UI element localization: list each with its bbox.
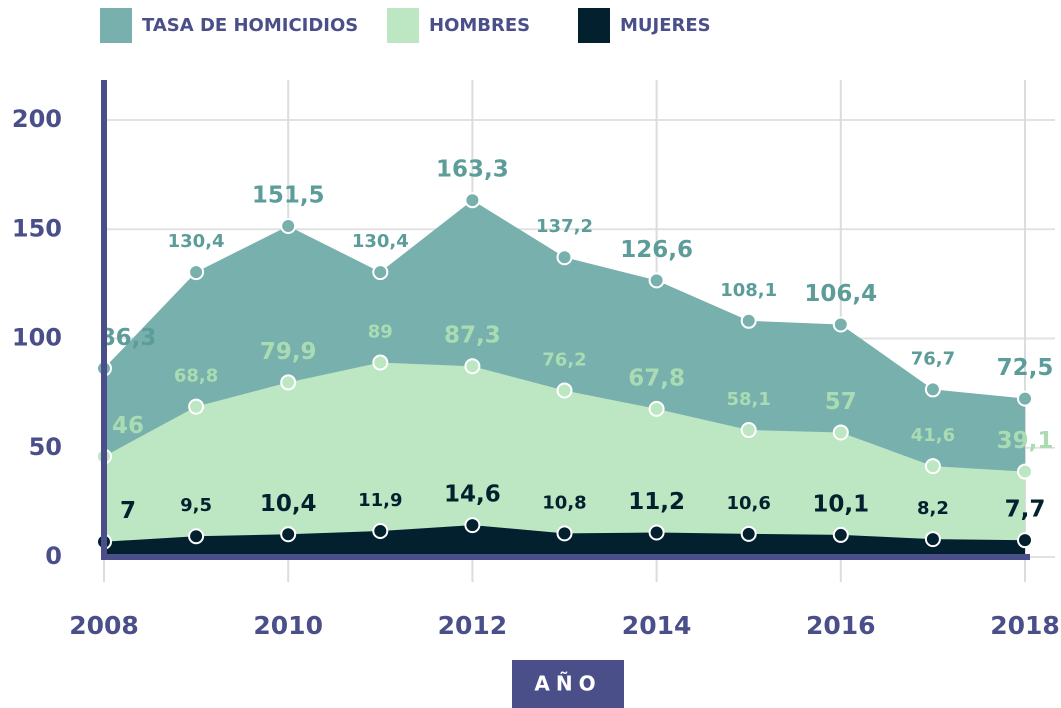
value-label: 108,1	[720, 280, 777, 301]
value-label: 14,6	[444, 482, 501, 508]
value-label: 10,6	[726, 493, 770, 514]
point	[740, 525, 757, 542]
point	[464, 192, 481, 209]
x-axis-label: AÑO	[534, 672, 601, 696]
value-label: 130,4	[352, 231, 409, 252]
value-label: 76,2	[542, 350, 586, 371]
point	[556, 382, 573, 399]
legend-label: HOMBRES	[429, 15, 530, 36]
value-label: 39,1	[997, 428, 1054, 454]
legend-swatch	[387, 8, 419, 43]
point	[1017, 463, 1033, 480]
value-label: 46	[112, 413, 144, 439]
point	[188, 264, 205, 281]
point	[372, 522, 389, 539]
value-label: 87,3	[444, 323, 501, 349]
point	[1017, 532, 1033, 549]
value-label: 68,8	[174, 366, 218, 387]
point	[648, 272, 665, 289]
point	[556, 249, 573, 266]
value-label: 10,1	[812, 491, 869, 517]
point	[740, 422, 757, 439]
value-label: 41,6	[911, 425, 955, 446]
value-label: 163,3	[436, 157, 509, 183]
point	[924, 458, 941, 475]
x-tick-label: 2014	[622, 611, 692, 640]
area	[104, 362, 1025, 557]
point	[832, 424, 849, 441]
point	[924, 381, 941, 398]
value-label: 130,4	[168, 231, 225, 252]
y-tick-label: 100	[12, 324, 62, 352]
value-label: 89	[368, 322, 393, 343]
point	[924, 531, 941, 548]
point	[372, 264, 389, 281]
point	[648, 524, 665, 541]
value-label: 106,4	[804, 281, 877, 307]
x-tick-label: 2018	[990, 611, 1060, 640]
value-label: 86,3	[100, 325, 157, 351]
value-label: 76,7	[911, 348, 955, 369]
legend-swatch	[100, 8, 132, 43]
point	[464, 358, 481, 375]
point	[832, 526, 849, 543]
value-label: 11,2	[628, 489, 685, 515]
point	[1017, 390, 1033, 407]
point	[188, 528, 205, 545]
point	[832, 316, 849, 333]
x-tick-label: 2012	[438, 611, 508, 640]
value-label: 126,6	[620, 237, 693, 263]
x-tick-label: 2010	[253, 611, 323, 640]
point	[280, 526, 297, 543]
value-label: 10,4	[260, 491, 317, 517]
point	[372, 354, 389, 371]
value-label: 11,9	[358, 490, 402, 511]
value-label: 8,2	[917, 498, 949, 519]
value-label: 57	[825, 389, 857, 415]
point	[188, 398, 205, 415]
value-label: 9,5	[180, 495, 212, 516]
y-tick-label: 0	[45, 542, 62, 570]
value-label: 67,8	[628, 365, 685, 391]
point	[464, 517, 481, 534]
point	[648, 400, 665, 417]
y-tick-label: 150	[12, 214, 62, 242]
value-label: 79,9	[260, 339, 317, 365]
point	[556, 525, 573, 542]
value-label: 137,2	[536, 216, 593, 237]
value-label: 10,8	[542, 492, 586, 513]
legend-label: MUJERES	[620, 15, 711, 36]
legend-label: TASA DE HOMICIDIOS	[142, 15, 358, 36]
y-tick-label: 50	[29, 433, 62, 461]
value-label: 72,5	[997, 355, 1054, 381]
point	[280, 217, 297, 234]
legend-swatch	[578, 8, 610, 43]
value-label: 7,7	[1005, 497, 1046, 523]
point	[740, 312, 757, 329]
point	[280, 374, 297, 391]
y-tick-label: 200	[12, 105, 62, 133]
x-tick-label: 2008	[69, 611, 139, 640]
x-label-box	[512, 660, 624, 708]
value-label: 7	[120, 498, 136, 524]
value-label: 151,5	[252, 182, 325, 208]
value-label: 58,1	[726, 389, 770, 410]
x-tick-label: 2016	[806, 611, 876, 640]
